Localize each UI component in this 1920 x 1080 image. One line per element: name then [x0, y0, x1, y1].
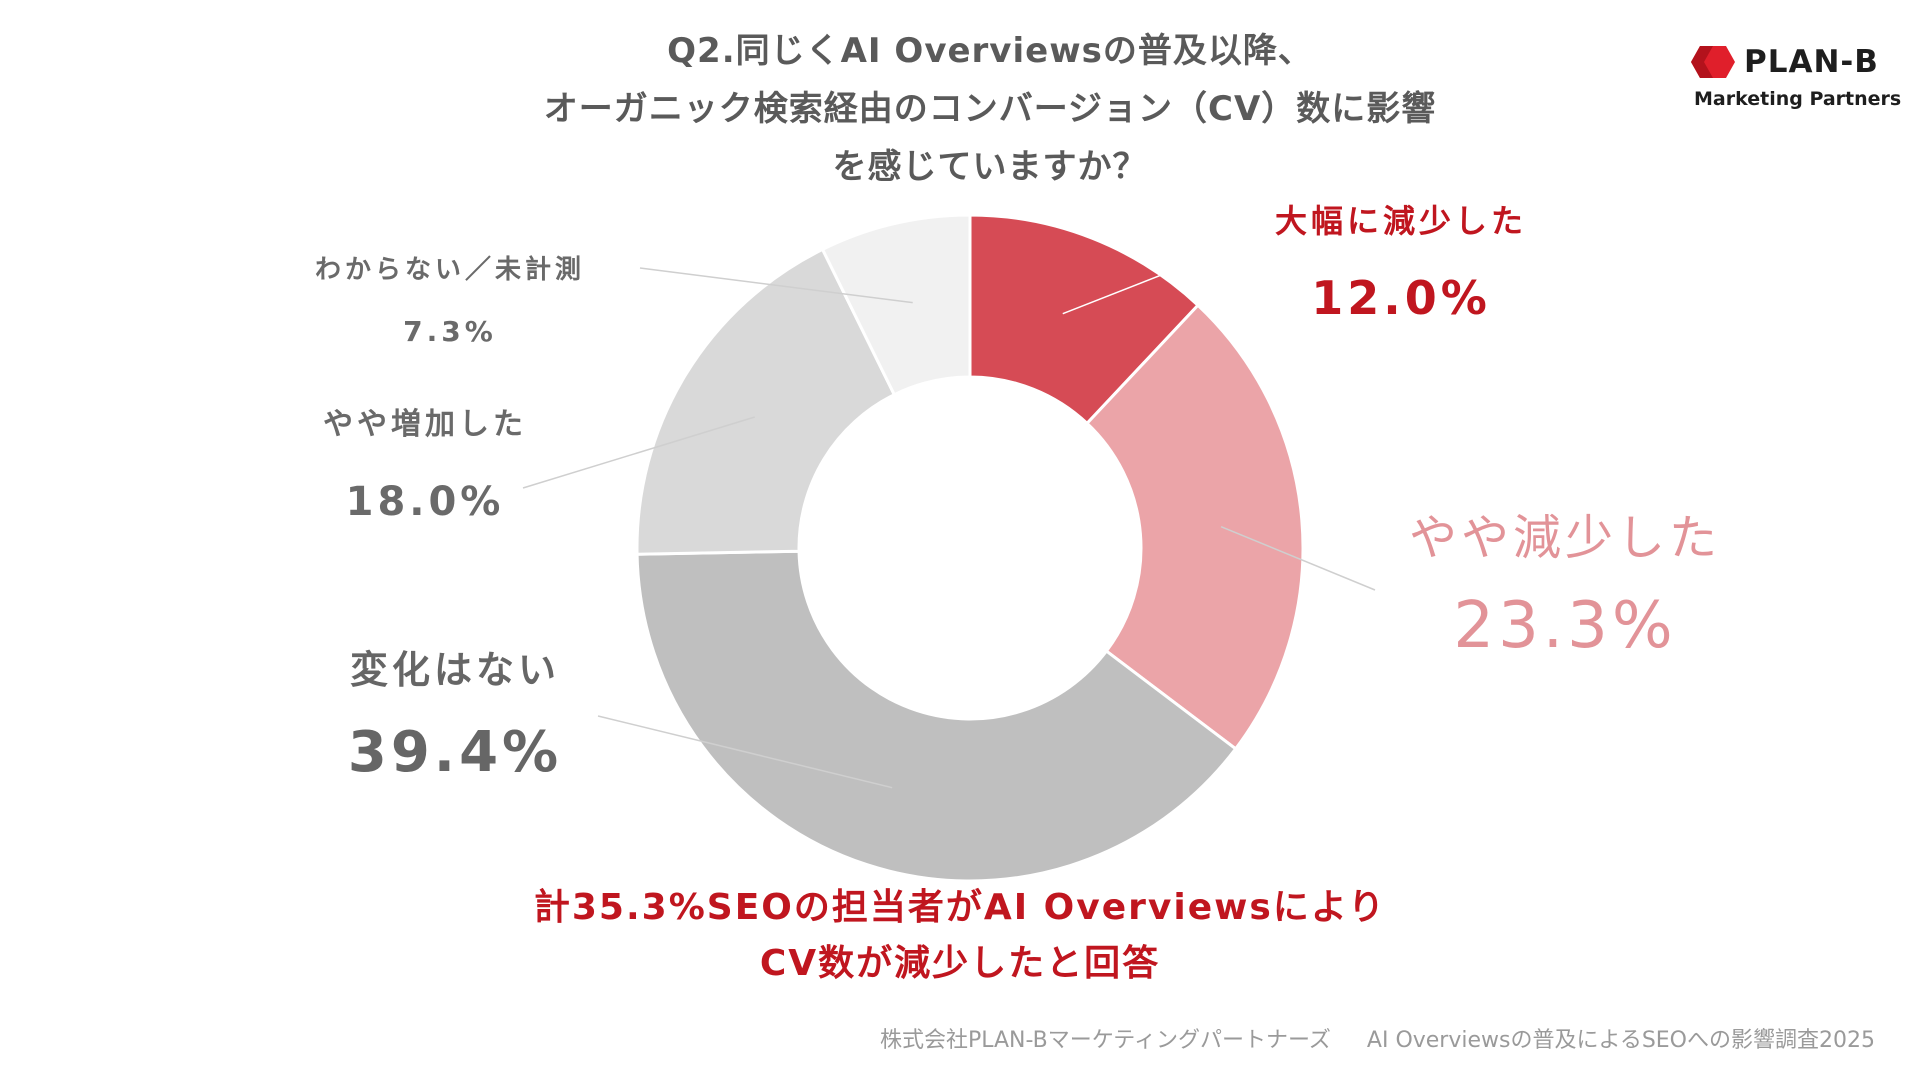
- label-slight-increase: やや増加した 18.0%: [300, 404, 550, 530]
- slice-no-change: [635, 549, 1238, 883]
- conclusion-line-2: CV数が減少したと回答: [759, 943, 1161, 984]
- conclusion-text: 計35.3%SEOの担当者がAI Overviewsにより CV数が減少したと回…: [460, 880, 1460, 992]
- footer-source: 株式会社PLAN-Bマーケティングパートナーズ AI Overviewsの普及によ…: [880, 1022, 1875, 1054]
- label-slight-decrease-name: やや減少した: [1408, 510, 1721, 566]
- label-unknown-value: 7.3%: [403, 315, 497, 348]
- conclusion-line-1: 計35.3%SEOの担当者がAI Overviewsにより: [533, 887, 1387, 928]
- label-large-decrease: 大幅に減少した 12.0%: [1246, 198, 1556, 328]
- chart-title-line-2: オーガニック検索経由のコンバージョン（CV）数に影響: [543, 89, 1437, 129]
- slice-large-decrease: [968, 213, 1201, 426]
- slice-unknown: [820, 213, 972, 397]
- slice-slight-decrease: [1084, 303, 1305, 751]
- chart-title-line-3: を感じていますか？: [832, 147, 1148, 187]
- leader-line-slight-increase: [522, 416, 755, 489]
- logo-subtitle: Marketing Partners: [1694, 88, 1902, 110]
- label-slight-increase-name: やや増加した: [323, 407, 527, 442]
- label-large-decrease-name: 大幅に減少した: [1274, 202, 1527, 240]
- leader-line-no-change: [597, 715, 893, 789]
- footer-survey-title: AI Overviewsの普及によるSEOへの影響調査2025: [1366, 1028, 1875, 1053]
- plan-b-logo-mark-icon: [1691, 46, 1735, 78]
- leader-line-large-decrease: [1062, 251, 1221, 315]
- label-no-change: 変化はない 39.4%: [330, 644, 580, 788]
- label-slight-decrease: やや減少した 23.3%: [1390, 506, 1740, 666]
- label-unknown-name: わからない／未計測: [314, 255, 585, 285]
- logo-hexagon-highlight: [1691, 46, 1713, 78]
- label-no-change-value: 39.4%: [347, 720, 563, 785]
- logo-name: PLAN-B: [1744, 44, 1879, 80]
- leader-line-unknown: [639, 267, 913, 304]
- label-slight-decrease-value: 23.3%: [1453, 589, 1677, 663]
- footer-company: 株式会社PLAN-Bマーケティングパートナーズ: [879, 1028, 1331, 1053]
- label-slight-increase-value: 18.0%: [345, 479, 505, 525]
- label-unknown: わからない／未計測 7.3%: [300, 252, 600, 350]
- label-no-change-name: 変化はない: [349, 648, 560, 692]
- label-large-decrease-value: 12.0%: [1311, 271, 1491, 325]
- leader-line-slight-decrease: [1220, 525, 1376, 591]
- chart-title: Q2.同じくAI Overviewsの普及以降、 オーガニック検索経由のコンバー…: [350, 22, 1630, 196]
- chart-title-line-1: Q2.同じくAI Overviewsの普及以降、: [667, 31, 1313, 71]
